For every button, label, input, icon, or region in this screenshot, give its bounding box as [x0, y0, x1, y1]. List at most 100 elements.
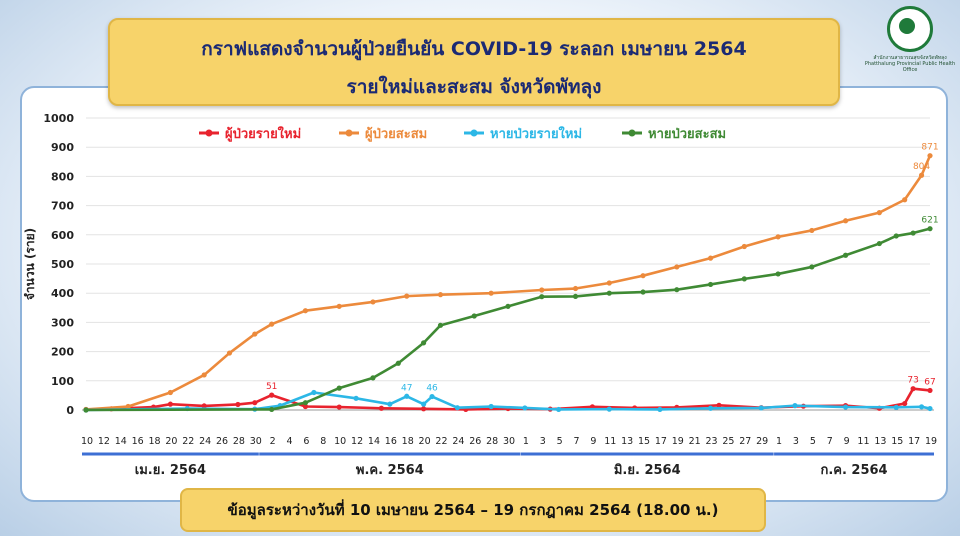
- data-point: [370, 375, 376, 381]
- data-point: [640, 273, 646, 279]
- data-point: [910, 230, 916, 236]
- data-point: [437, 292, 444, 298]
- data-point: [269, 392, 275, 398]
- x-tick-label: 9: [590, 436, 596, 447]
- month-label: เม.ย. 2564: [135, 463, 206, 478]
- x-tick-label: 20: [165, 436, 177, 447]
- y-tick-label: 700: [51, 200, 74, 213]
- y-tick-label: 0: [66, 404, 74, 417]
- data-label: 871: [921, 143, 938, 153]
- data-point: [809, 264, 815, 270]
- x-tick-label: 15: [638, 436, 650, 447]
- x-tick-label: 1: [523, 436, 529, 447]
- data-point: [488, 403, 494, 410]
- data-point: [606, 290, 612, 296]
- month-label: ก.ค. 2564: [820, 463, 887, 478]
- x-tick-label: 2: [270, 436, 276, 447]
- legend-marker: [628, 129, 636, 137]
- data-point: [657, 406, 663, 413]
- data-point: [429, 393, 435, 400]
- x-tick-label: 13: [621, 436, 633, 447]
- health-emblem-icon: [887, 6, 933, 52]
- y-tick-label: 1000: [43, 112, 74, 125]
- x-tick-label: 14: [368, 436, 380, 447]
- data-point: [606, 280, 612, 286]
- data-point: [269, 321, 275, 327]
- data-point: [437, 322, 444, 328]
- org-name-en: Phatthalung Provincial Public Health Off…: [864, 61, 956, 73]
- data-point: [572, 293, 579, 300]
- data-point: [716, 402, 722, 408]
- data-point: [918, 172, 925, 178]
- data-point: [792, 403, 798, 409]
- data-point: [454, 405, 460, 411]
- legend-marker: [470, 129, 478, 137]
- x-tick-label: 1: [776, 436, 782, 447]
- data-point: [640, 289, 646, 295]
- data-point: [252, 400, 258, 406]
- data-point: [707, 281, 714, 288]
- month-label: พ.ค. 2564: [356, 463, 424, 478]
- y-tick-label: 300: [51, 316, 74, 329]
- data-label: 46: [426, 384, 438, 394]
- x-tick-label: 30: [250, 436, 262, 447]
- x-tick-label: 19: [672, 436, 684, 447]
- x-tick-label: 29: [756, 436, 768, 447]
- data-point: [370, 299, 376, 305]
- data-point: [125, 403, 131, 410]
- x-tick-label: 10: [81, 436, 93, 447]
- x-tick-label: 7: [827, 436, 833, 447]
- data-point: [910, 386, 916, 392]
- x-tick-label: 12: [98, 436, 110, 447]
- data-point: [302, 403, 309, 410]
- data-point: [404, 293, 410, 299]
- x-tick-label: 13: [874, 436, 886, 447]
- data-point: [302, 308, 309, 314]
- x-tick-label: 26: [469, 436, 481, 447]
- y-tick-label: 800: [51, 170, 74, 183]
- x-tick-label: 6: [303, 436, 309, 447]
- data-point: [336, 404, 342, 410]
- chart-subtitle: รายใหม่และสะสม จังหวัดพัทลุง: [346, 76, 602, 98]
- date-range-banner: ข้อมูลระหว่างวันที่ 10 เมษายน 2564 – 19 …: [180, 488, 766, 532]
- y-tick-label: 200: [51, 346, 74, 359]
- data-point: [488, 290, 494, 296]
- legend-label: หายป่วยรายใหม่: [490, 125, 582, 142]
- x-tick-label: 30: [503, 436, 515, 447]
- data-point: [927, 387, 933, 394]
- data-label: 804: [913, 162, 930, 172]
- data-label: 621: [921, 216, 938, 226]
- x-tick-label: 18: [402, 436, 414, 447]
- x-tick-label: 19: [925, 436, 937, 447]
- data-label: 47: [401, 383, 412, 393]
- org-name-th: สำนักงานสาธารณสุขจังหวัดพัทลุง: [873, 55, 947, 61]
- data-point: [201, 403, 207, 409]
- data-point: [741, 243, 747, 250]
- y-tick-label: 600: [51, 229, 74, 242]
- data-point: [758, 405, 764, 411]
- data-point: [539, 294, 545, 300]
- x-tick-label: 5: [557, 436, 563, 447]
- x-tick-label: 16: [385, 436, 397, 447]
- x-tick-label: 16: [132, 436, 144, 447]
- x-tick-label: 12: [351, 436, 363, 447]
- data-point: [606, 406, 612, 412]
- data-point: [556, 406, 562, 413]
- x-tick-label: 7: [573, 436, 579, 447]
- data-point: [775, 271, 781, 277]
- data-point: [741, 276, 747, 282]
- data-point: [707, 255, 714, 261]
- data-point: [902, 197, 908, 203]
- data-point: [421, 401, 427, 407]
- data-point: [252, 331, 258, 337]
- health-office-logo: สำนักงานสาธารณสุขจังหวัดพัทลุง Phatthalu…: [862, 6, 958, 76]
- x-tick-label: 21: [689, 436, 701, 447]
- data-point: [395, 360, 401, 366]
- data-point: [387, 401, 393, 407]
- x-tick-label: 28: [486, 436, 498, 447]
- data-point: [336, 303, 342, 309]
- data-point: [353, 395, 359, 401]
- title-banner: กราฟแสดงจำนวนผู้ป่วยยืนยัน COVID-19 ระลอ…: [108, 18, 840, 106]
- x-tick-label: 3: [793, 436, 799, 447]
